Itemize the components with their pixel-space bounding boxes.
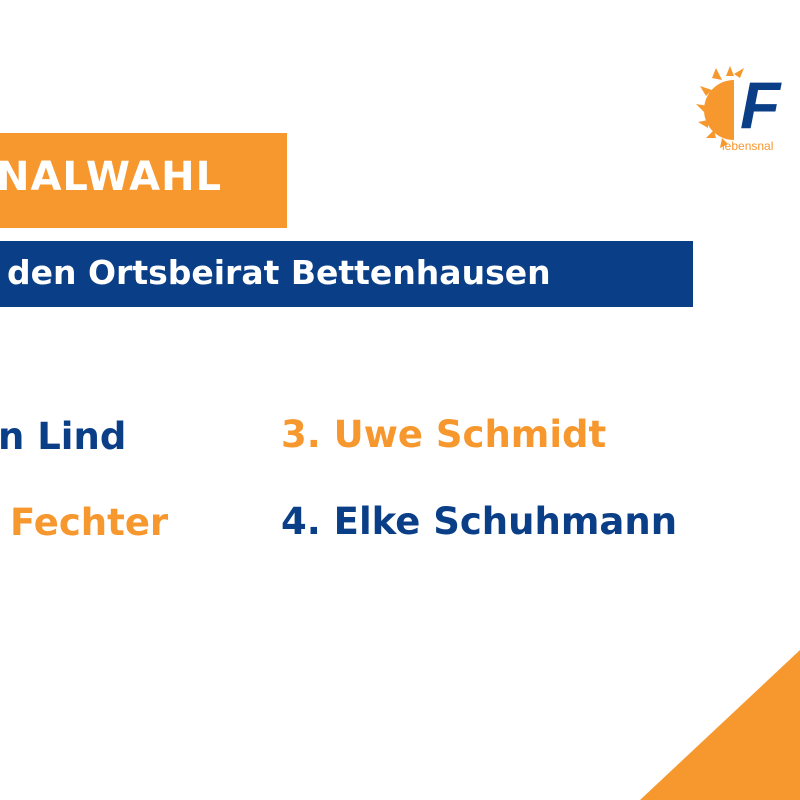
- party-logo: F lebensnal: [694, 62, 800, 153]
- candidate-3: 3. Uwe Schmidt: [281, 413, 607, 456]
- candidate-4: 4. Elke Schuhmann: [281, 500, 678, 543]
- corner-triangle: [640, 650, 800, 800]
- svg-text:lebensnal: lebensnal: [722, 139, 773, 152]
- svg-text:F: F: [740, 68, 782, 142]
- title-text: NALWAHL: [0, 154, 223, 200]
- candidate-1: n Lind: [0, 415, 127, 458]
- sun-icon: F lebensnal: [696, 66, 782, 153]
- subtitle-banner: [0, 241, 693, 307]
- candidate-2: Fechter: [10, 501, 169, 544]
- subtitle-text: den Ortsbeirat Bettenhausen: [7, 253, 551, 292]
- title-banner: [0, 133, 287, 228]
